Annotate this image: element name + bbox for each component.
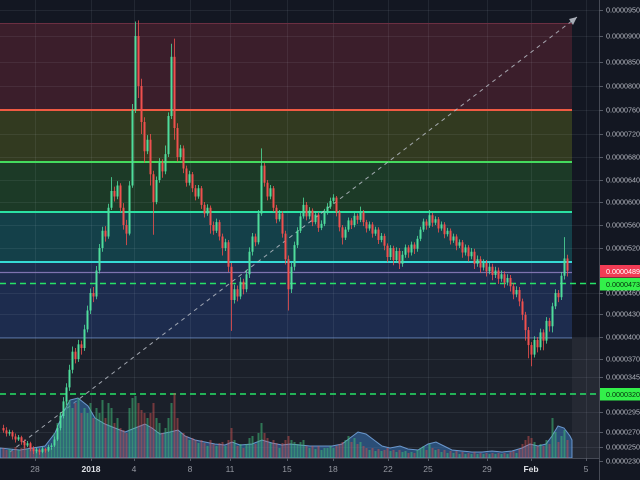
band-resistance-red bbox=[0, 23, 572, 110]
time-tick-label: 11 bbox=[226, 464, 235, 474]
time-tick-label: 29 bbox=[482, 464, 492, 474]
last-price-label-bg bbox=[600, 265, 640, 278]
time-tick-label: 4 bbox=[132, 464, 137, 474]
time-tick-label: 8 bbox=[188, 464, 193, 474]
volume-bars bbox=[2, 393, 569, 458]
band-zone-olive bbox=[0, 110, 572, 162]
time-tick-label: 22 bbox=[383, 464, 393, 474]
time-tick-label: 15 bbox=[282, 464, 292, 474]
band-zone-green bbox=[0, 162, 572, 212]
alert-price-label-bg-1 bbox=[600, 388, 640, 401]
time-tick-label: 25 bbox=[423, 464, 433, 474]
time-tick-label: 28 bbox=[30, 464, 40, 474]
trendline[interactable] bbox=[9, 16, 578, 453]
time-tick-label: 18 bbox=[328, 464, 338, 474]
axes-frame bbox=[0, 0, 600, 480]
candles bbox=[2, 20, 569, 455]
alert-price-label-1: 0.00003205 bbox=[606, 390, 640, 399]
band-support-blue bbox=[0, 262, 572, 338]
last-price-label: 0.00004897 bbox=[606, 267, 640, 276]
trendline-arrowhead bbox=[569, 17, 577, 25]
time-tick-label: 5 bbox=[584, 464, 589, 474]
time-tick-label: Feb bbox=[523, 464, 538, 474]
time-tick-label: 2018 bbox=[82, 464, 101, 474]
alert-price-label-bg-0 bbox=[600, 278, 640, 291]
time-axis[interactable]: 28 2018 4 8 11 15 18 22 25 29 Feb 5 bbox=[30, 458, 589, 474]
volume-ma-area bbox=[0, 397, 573, 459]
